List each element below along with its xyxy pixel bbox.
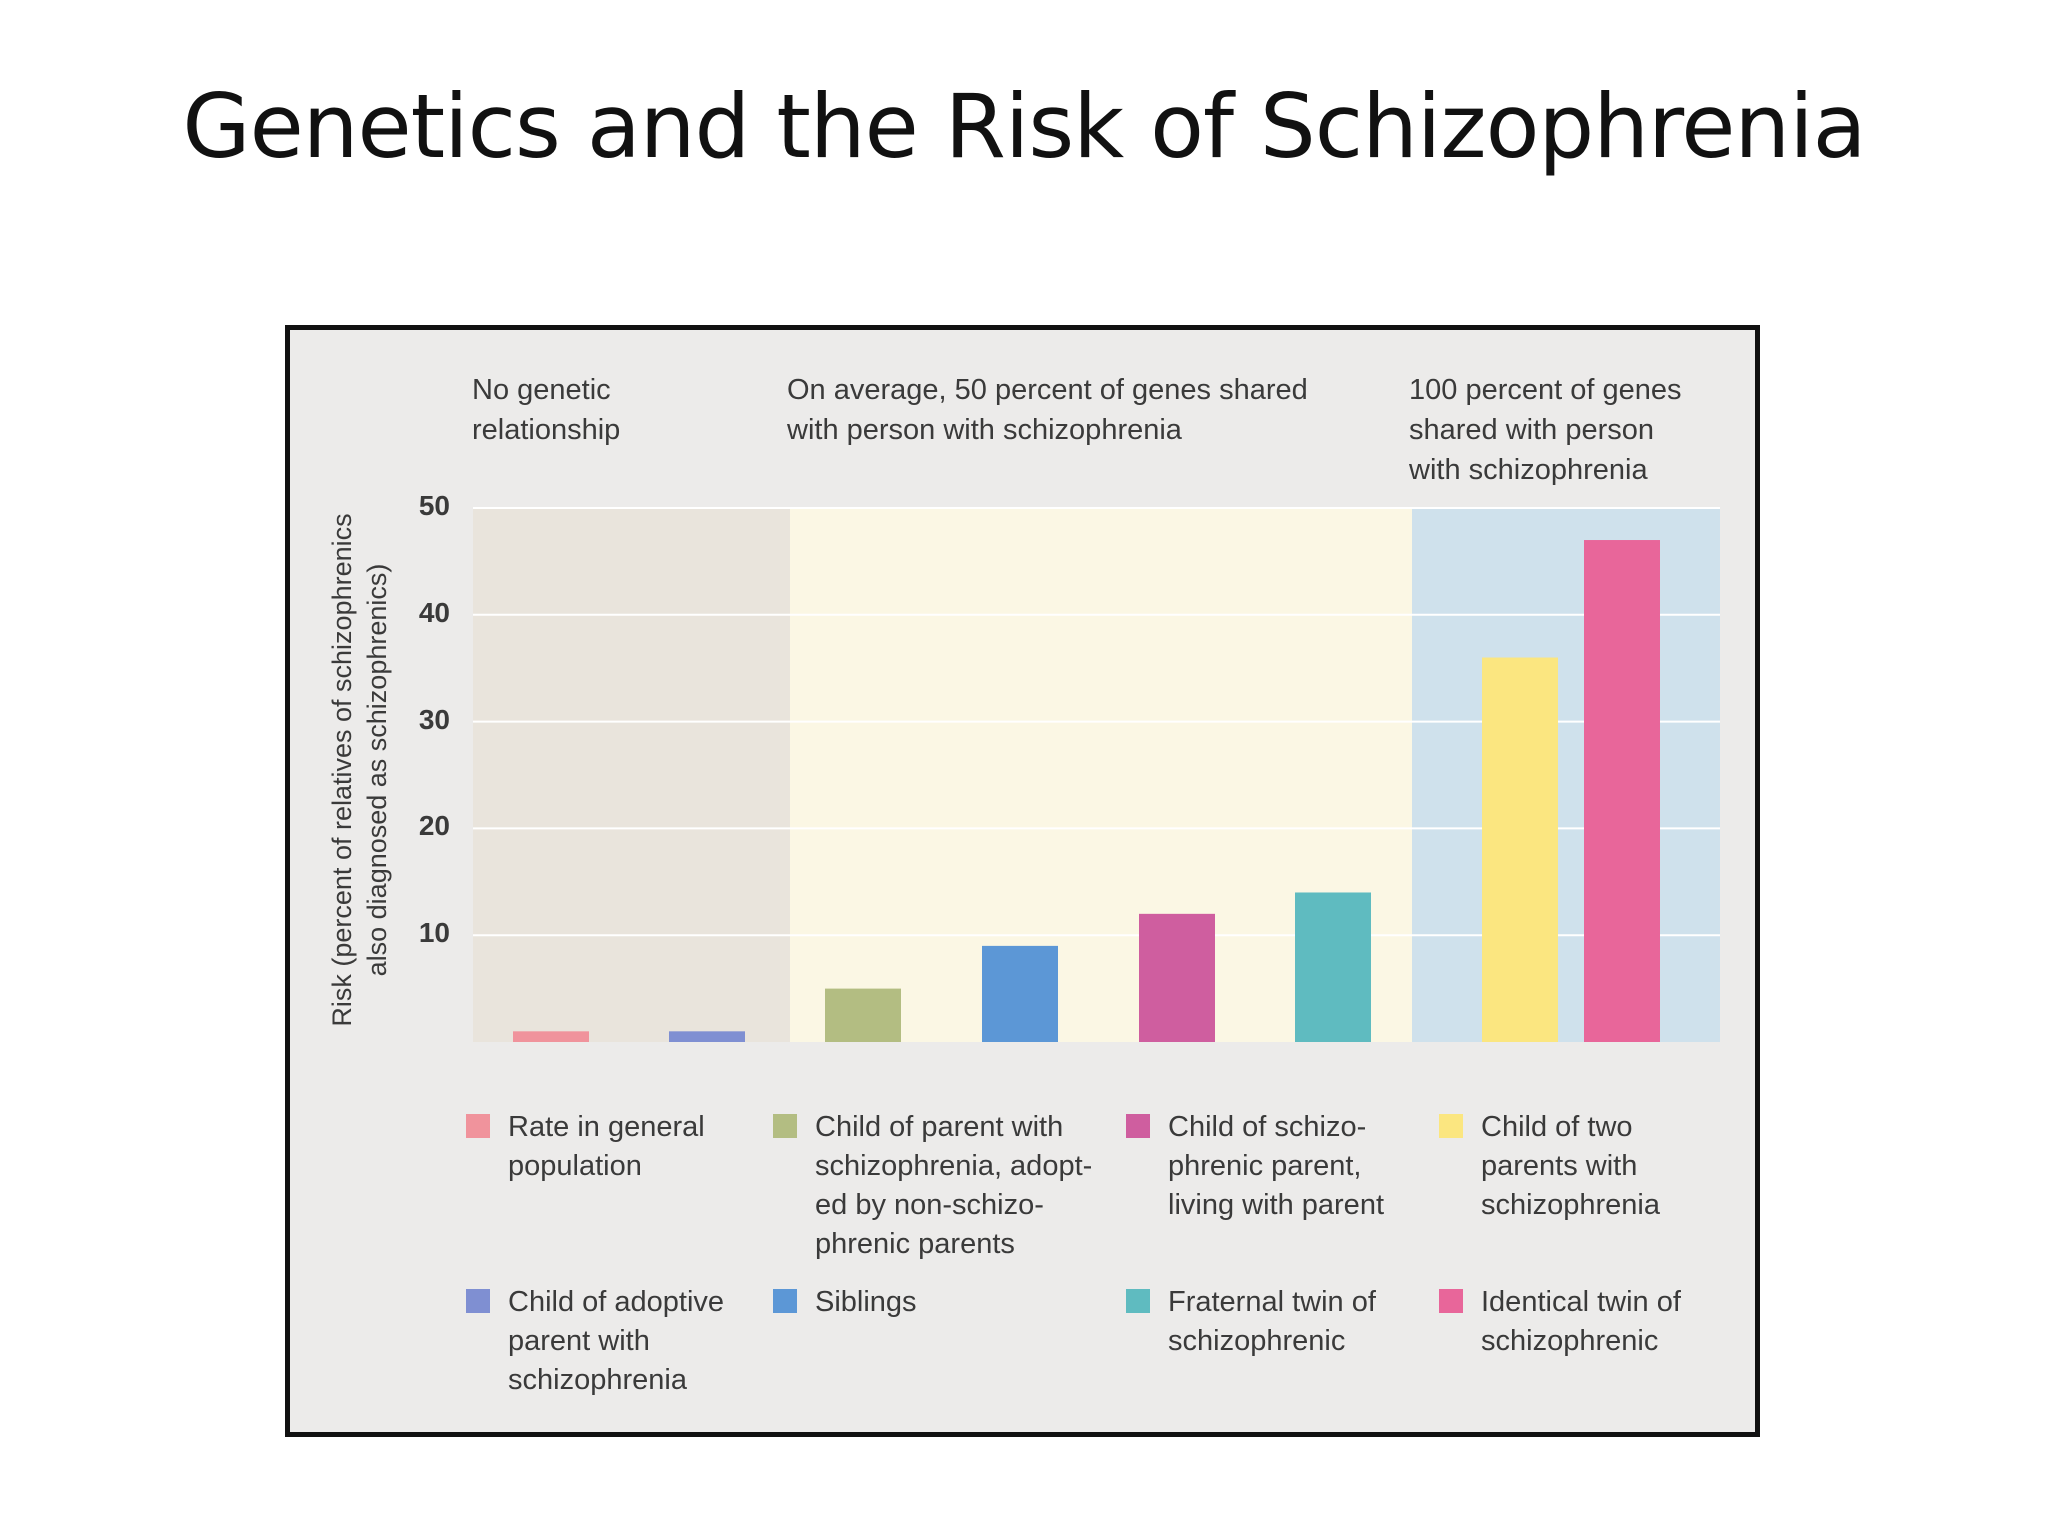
bar (513, 1031, 589, 1042)
legend-swatch (1126, 1289, 1150, 1313)
y-tick-label: 50 (418, 490, 450, 521)
legend-label: Identical twin of schizophrenic (1481, 1286, 1681, 1357)
bar (1482, 657, 1558, 1042)
legend-swatch (1439, 1114, 1463, 1138)
legend-label: Child of two parents with schizophrenia (1481, 1111, 1660, 1221)
chart-figure: No genetic relationship On average, 50 pe… (285, 325, 1760, 1437)
y-tick-label: 30 (418, 703, 450, 735)
bar-chart (473, 507, 1720, 1042)
bar (982, 945, 1058, 1042)
legend-swatch (1439, 1289, 1463, 1313)
band-hundred-percent (1412, 508, 1720, 1042)
legend-label: Rate in general population (508, 1111, 705, 1182)
legend-label: Fraternal twin of schizophrenic (1168, 1286, 1376, 1357)
group-label: No genetic relationship (472, 374, 621, 446)
bar (1139, 913, 1215, 1042)
legend-swatch (773, 1289, 797, 1313)
bar (1295, 892, 1371, 1042)
bar (825, 988, 901, 1042)
group-label: 100 percent of genes shared with person … (1409, 374, 1682, 486)
legend-swatch (466, 1114, 490, 1138)
group-label: On average, 50 percent of genes shared w… (787, 374, 1308, 446)
legend-label: Child of schizo- phrenic parent, living … (1168, 1111, 1384, 1221)
band-no-genetic (473, 508, 790, 1042)
y-tick-label: 40 (418, 596, 450, 628)
legend-swatch (1126, 1114, 1150, 1138)
y-tick-label: 10 (418, 917, 450, 949)
legend-swatch (466, 1289, 490, 1313)
legend-swatch (773, 1114, 797, 1138)
bar (669, 1031, 745, 1042)
legend-label: Siblings (815, 1286, 917, 1318)
bar (1584, 540, 1660, 1042)
legend-label: Child of adoptive parent with schizophre… (508, 1286, 725, 1396)
slide-title: Genetics and the Risk of Schizophrenia (182, 75, 1866, 178)
legend-label: Child of parent with schizophrenia, adop… (815, 1111, 1093, 1260)
y-axis-label: Risk (percent of relatives of schizophre… (327, 513, 392, 1027)
y-tick-label: 20 (418, 810, 450, 842)
